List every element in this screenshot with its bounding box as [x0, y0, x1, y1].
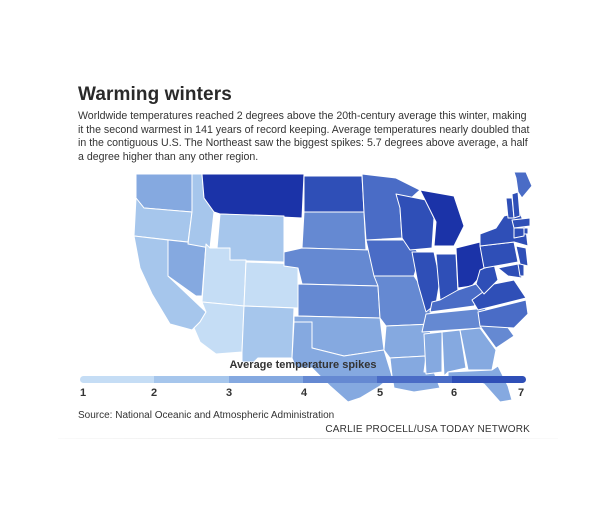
graphic: Warming winters Worldwide temperatures r…	[58, 84, 558, 439]
legend-tick-label: 1	[80, 387, 87, 399]
state-ks	[297, 283, 381, 319]
divider	[58, 438, 558, 439]
state-ri	[523, 227, 529, 235]
legend-swatch-4	[302, 376, 378, 383]
source-note: Source: National Oceanic and Atmospheric…	[78, 410, 335, 421]
state-co	[243, 261, 299, 309]
description: Worldwide temperatures reached 2 degrees…	[78, 110, 530, 163]
legend-tick-label: 2	[151, 387, 158, 399]
state-nh	[511, 191, 521, 219]
legend-swatch-2	[154, 376, 229, 383]
state-al	[441, 329, 467, 377]
state-ct	[513, 227, 525, 239]
state-nc	[477, 299, 529, 329]
legend-tick-label: 7	[518, 387, 525, 399]
page-title: Warming winters	[78, 84, 232, 105]
credit-line: CARLIE PROCELL/USA TODAY NETWORK	[325, 424, 530, 435]
state-md	[497, 263, 523, 279]
state-mi	[419, 189, 465, 247]
state-pa	[479, 241, 519, 269]
legend-title: Average temperature spikes	[229, 359, 377, 371]
us-map-svg	[134, 172, 532, 402]
state-ma	[511, 217, 531, 229]
state-nj	[515, 245, 529, 267]
state-mt	[201, 173, 305, 219]
state-sd	[301, 211, 367, 251]
legend-tick-label: 6	[451, 387, 458, 399]
legend-swatch-6	[451, 376, 526, 383]
legend-tick-label: 5	[377, 387, 384, 399]
legend-color-bar	[80, 376, 526, 383]
legend-tick-label: 3	[226, 387, 233, 399]
state-ga	[459, 327, 497, 371]
state-nd	[303, 175, 365, 213]
state-me	[513, 172, 532, 199]
legend-swatch-3	[228, 376, 303, 383]
state-nm	[241, 305, 295, 363]
legend-swatch-5	[377, 376, 452, 383]
us-map	[134, 172, 532, 402]
legend-tick-label: 4	[301, 387, 308, 399]
legend-swatch-1	[80, 376, 155, 383]
state-ms	[423, 331, 443, 375]
legend-ticks: 1 2 3 4 5 6 7	[80, 387, 526, 401]
state-wa	[135, 173, 193, 213]
